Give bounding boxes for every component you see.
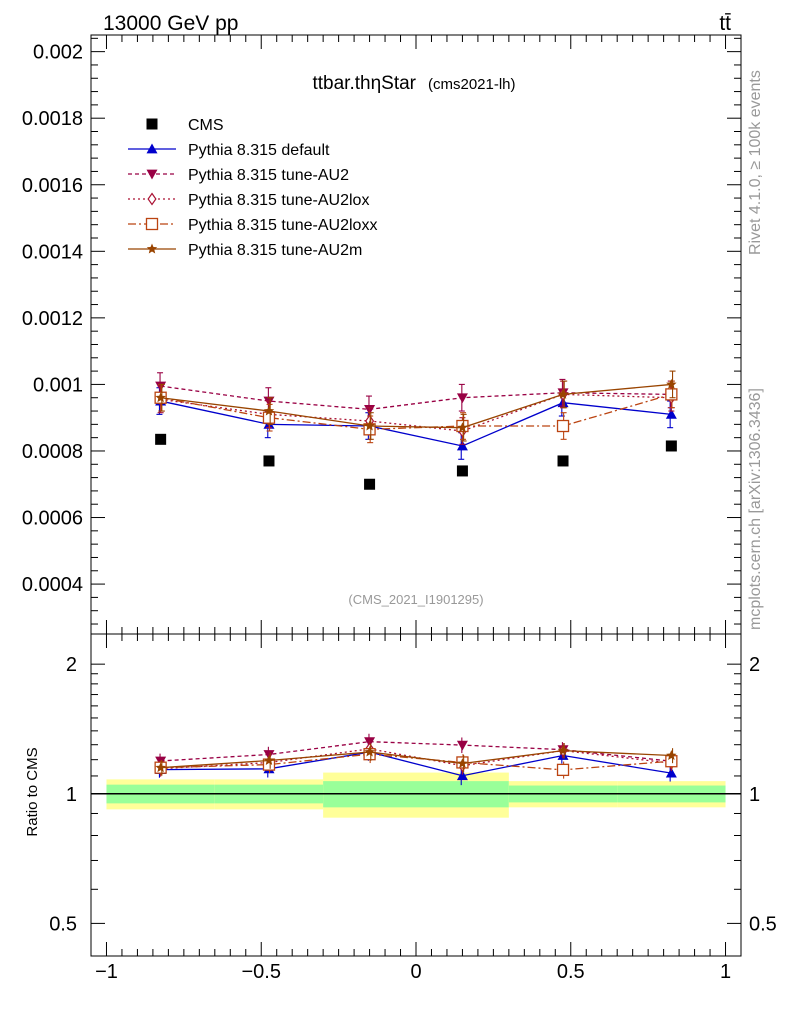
legend-marker-cms <box>146 118 158 130</box>
series-ratio-point <box>665 767 677 778</box>
plot-subtitle: (cms2021-lh) <box>428 76 516 93</box>
legend-label: Pythia 8.315 default <box>188 142 330 159</box>
y-tick-label: 0.0008 <box>22 441 83 463</box>
series-ratio-point <box>263 754 275 765</box>
ratio-tick-label-left: 2 <box>66 654 77 676</box>
y-tick-label: 0.0016 <box>22 175 83 197</box>
ratio-tick-label-left: 1 <box>66 784 77 806</box>
legend: CMS Pythia 8.315 default Pythia 8.315 tune… <box>128 117 377 259</box>
legend-label-cms: CMS <box>188 117 224 134</box>
series-line <box>160 393 672 430</box>
series-ratio-line <box>160 749 672 769</box>
series-point <box>155 392 166 403</box>
y-tick-label: 0.0004 <box>22 574 83 596</box>
y-tick-label: 0.002 <box>33 42 83 64</box>
data-point <box>263 455 275 467</box>
series-4-ratio <box>155 743 677 776</box>
series-ratio-point <box>456 770 468 781</box>
ratio-tick-label-right: 1 <box>749 784 760 806</box>
main-panel: 0.0004 0.0006 0.0008 0.001 0.0012 0.0014 0.001… <box>22 34 742 635</box>
series-ratio-point <box>456 740 468 751</box>
y-tick-label: 0.0012 <box>22 308 83 330</box>
legend-label: Pythia 8.315 tune-AU2lox <box>188 192 369 209</box>
ratio-panel: −1 −0.5 0 0.5 1 0.5 0.5 1 1 2 2 <box>49 633 777 983</box>
series-point <box>665 388 678 401</box>
series-ratio-point <box>557 745 569 756</box>
y-tick-label: 0.0006 <box>22 508 83 530</box>
series-point <box>457 422 468 433</box>
rivet-label: Rivet 4.1.0, ≥ 100k events <box>747 70 764 255</box>
legend-label: Pythia 8.315 tune-AU2loxx <box>188 217 377 234</box>
legend-marker <box>146 143 158 154</box>
series-1-main <box>155 372 677 424</box>
series-point <box>263 405 275 416</box>
header-process: tt̄ <box>719 12 731 35</box>
data-point <box>665 440 677 452</box>
x-tick-label: −1 <box>95 961 118 983</box>
series-4-main <box>155 370 677 442</box>
series-point <box>665 408 677 419</box>
series-point <box>364 420 375 431</box>
ratio-tick-label-left: 0.5 <box>49 913 77 935</box>
ratio-tick-label-right: 2 <box>749 654 760 676</box>
y-tick-label: 0.0014 <box>22 241 83 263</box>
analysis-watermark: (CMS_2021_I1901295) <box>348 592 483 607</box>
series-ratio-point <box>364 746 375 757</box>
header-energy: 13000 GeV pp <box>103 12 238 35</box>
series-ratio-point <box>457 758 468 768</box>
legend-marker <box>146 243 158 254</box>
mcplots-label: mcplots.cern.ch [arXiv:1306.3436] <box>747 388 764 630</box>
y-tick-label: 0.001 <box>33 374 83 396</box>
legend-marker <box>146 169 158 180</box>
series-point <box>557 388 569 399</box>
series-point <box>262 411 276 424</box>
series-ratio-line <box>160 751 672 777</box>
data-point <box>364 478 376 490</box>
x-tick-label: 0 <box>410 961 421 983</box>
series-point <box>556 419 570 433</box>
series-3-main <box>154 380 678 444</box>
cms-data-points <box>155 433 677 490</box>
x-tick-label: −0.5 <box>241 961 280 983</box>
series-ratio-point <box>155 762 166 773</box>
y-tick-label: 0.0018 <box>22 108 83 130</box>
legend-label: Pythia 8.315 tune-AU2m <box>188 242 362 259</box>
series-ratio-point <box>556 763 570 777</box>
series-point <box>456 440 468 451</box>
series-line <box>160 383 672 429</box>
series-line <box>160 393 672 432</box>
plot-title: ttbar.thηStar <box>312 73 416 94</box>
series-point <box>456 393 468 404</box>
legend-marker <box>147 192 157 206</box>
series-2-main <box>156 380 676 445</box>
data-point <box>456 465 468 477</box>
ratio-tick-label-right: 0.5 <box>749 913 777 935</box>
legend-label: Pythia 8.315 tune-AU2 <box>188 167 349 184</box>
x-tick-label: 1 <box>720 961 731 983</box>
series-ratio-point <box>666 750 677 760</box>
series-ratio-line <box>160 748 672 770</box>
legend-marker <box>145 217 159 231</box>
data-point <box>155 433 167 445</box>
series-line <box>160 400 672 447</box>
series-point <box>666 378 677 389</box>
x-tick-label: 0.5 <box>557 961 585 983</box>
ratio-axis-label: Ratio to CMS <box>24 747 41 836</box>
series-0-main <box>155 387 677 460</box>
data-point <box>557 455 569 467</box>
